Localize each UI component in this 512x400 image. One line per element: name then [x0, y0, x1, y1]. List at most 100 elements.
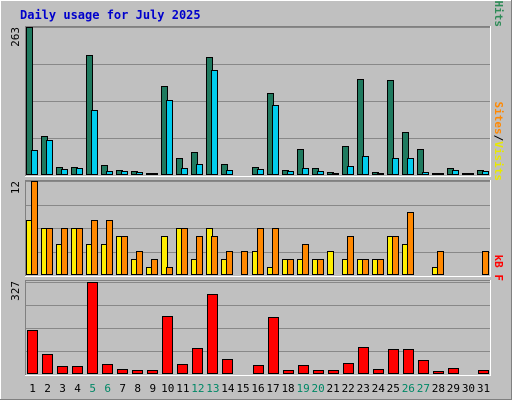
bar-kb-f-day-29	[448, 368, 459, 374]
x-tick-label-day-10: 10	[161, 382, 174, 395]
bar-kb-f-day-19	[298, 365, 309, 374]
bar-kb-f-day-13	[207, 294, 218, 374]
bar-kb-f-day-8	[132, 370, 143, 374]
bar-files-day-18	[287, 171, 294, 175]
x-tick-label-day-8: 8	[134, 382, 141, 395]
bar-sites-day-10	[166, 267, 173, 275]
x-tick-label-day-7: 7	[119, 382, 126, 395]
chart-title: Daily usage for July 2025	[20, 8, 201, 22]
bar-hits-day-22	[342, 146, 349, 175]
bar-sites-day-22	[347, 236, 354, 275]
bar-files-day-4	[76, 168, 83, 175]
x-tick-label-day-26: 26	[402, 382, 415, 395]
bar-kb-f-day-23	[358, 347, 369, 374]
bar-kb-f-day-11	[177, 364, 188, 374]
bar-files-day-16	[257, 169, 264, 175]
bar-files-day-7	[121, 171, 128, 175]
bar-kb-f-day-12	[192, 348, 203, 374]
x-tick-label-day-25: 25	[387, 382, 400, 395]
bar-kb-f-day-24	[373, 369, 384, 374]
bar-files-day-6	[106, 171, 113, 175]
x-tick-label-day-2: 2	[44, 382, 51, 395]
bar-files-day-29	[452, 170, 459, 175]
bar-hits-day-27	[417, 149, 424, 175]
x-tick-label-day-19: 19	[296, 382, 309, 395]
x-tick-label-day-14: 14	[221, 382, 235, 395]
panel-legend: kB F	[492, 255, 505, 282]
bar-kb-f-day-27	[418, 360, 429, 374]
bar-sites-day-6	[106, 220, 113, 275]
bar-kb-f-day-2	[42, 354, 53, 374]
x-tick-label-day-1: 1	[29, 382, 36, 395]
bar-sites-day-3	[61, 228, 68, 275]
legend-entry: Sites	[492, 102, 505, 135]
bar-sites-day-1	[31, 181, 38, 275]
bar-files-day-26	[407, 158, 414, 175]
bar-files-day-10	[166, 100, 173, 175]
bar-sites-day-26	[407, 212, 414, 275]
x-tick-label-day-27: 27	[417, 382, 430, 395]
bar-sites-day-11	[181, 228, 188, 275]
x-tick-label-day-16: 16	[251, 382, 264, 395]
bar-kb-f-day-28	[433, 371, 444, 374]
bar-files-day-25	[392, 158, 399, 175]
bar-hits-day-26	[402, 132, 409, 175]
x-tick-label-day-28: 28	[432, 382, 445, 395]
bar-files-day-3	[61, 169, 68, 175]
bar-kb-f-day-20	[313, 370, 324, 374]
bar-hits-day-14	[221, 164, 228, 175]
bar-files-day-21	[332, 173, 339, 175]
bar-visits-day-10	[161, 236, 168, 275]
bar-files-day-13	[211, 70, 218, 175]
bar-sites-day-2	[46, 228, 53, 275]
bars-hits	[26, 27, 489, 175]
x-tick-label-day-23: 23	[357, 382, 370, 395]
bar-files-day-27	[422, 172, 429, 175]
bar-kb-f-day-9	[147, 370, 158, 374]
bar-sites-day-24	[377, 259, 384, 275]
bar-files-day-17	[272, 105, 279, 175]
x-tick-label-day-21: 21	[327, 382, 340, 395]
x-tick-label-day-24: 24	[372, 382, 386, 395]
x-tick-label-day-29: 29	[447, 382, 460, 395]
bars-visits	[26, 181, 489, 275]
bar-kb-f-day-3	[57, 366, 68, 374]
x-tick-label-day-31: 31	[477, 382, 490, 395]
bars-kb	[27, 282, 489, 374]
legend-entry: kB	[492, 255, 505, 269]
legend-entry: /	[492, 135, 505, 142]
y-axis-max-label: 327	[9, 281, 22, 301]
bar-hits-day-6	[101, 165, 108, 175]
x-tick-label-day-30: 30	[462, 382, 475, 395]
y-axis-max-label: 263	[9, 27, 22, 47]
x-tick-label-day-5: 5	[89, 382, 96, 395]
bar-kb-f-day-21	[328, 370, 339, 374]
bar-files-day-14	[226, 170, 233, 175]
bar-files-day-30	[467, 173, 474, 175]
bar-sites-day-7	[121, 236, 128, 275]
bar-files-day-23	[362, 156, 369, 175]
bar-files-day-22	[347, 166, 354, 175]
legend-entry: F	[492, 268, 505, 281]
panel-legend: Sites/Visits	[492, 102, 505, 182]
bar-files-day-1	[31, 150, 38, 175]
bar-sites-day-14	[226, 251, 233, 275]
x-tick-label-day-17: 17	[266, 382, 279, 395]
bar-sites-day-8	[136, 251, 143, 275]
bar-files-day-2	[46, 140, 53, 175]
bar-kb-f-day-31	[478, 370, 489, 374]
x-tick-label-day-6: 6	[104, 382, 111, 395]
bar-files-day-24	[377, 173, 384, 175]
bar-sites-day-18	[287, 259, 294, 275]
bar-kb-f-day-18	[283, 370, 294, 374]
x-tick-label-day-3: 3	[59, 382, 66, 395]
bar-kb-f-day-10	[162, 316, 173, 374]
x-tick-label-day-15: 15	[236, 382, 249, 395]
legend-entry: Visits	[492, 141, 505, 181]
y-axis-max-label: 12	[9, 181, 22, 194]
bar-kb-f-day-16	[253, 365, 264, 374]
bar-visits-day-21	[327, 251, 334, 275]
legend-entry: Hits	[492, 1, 505, 28]
